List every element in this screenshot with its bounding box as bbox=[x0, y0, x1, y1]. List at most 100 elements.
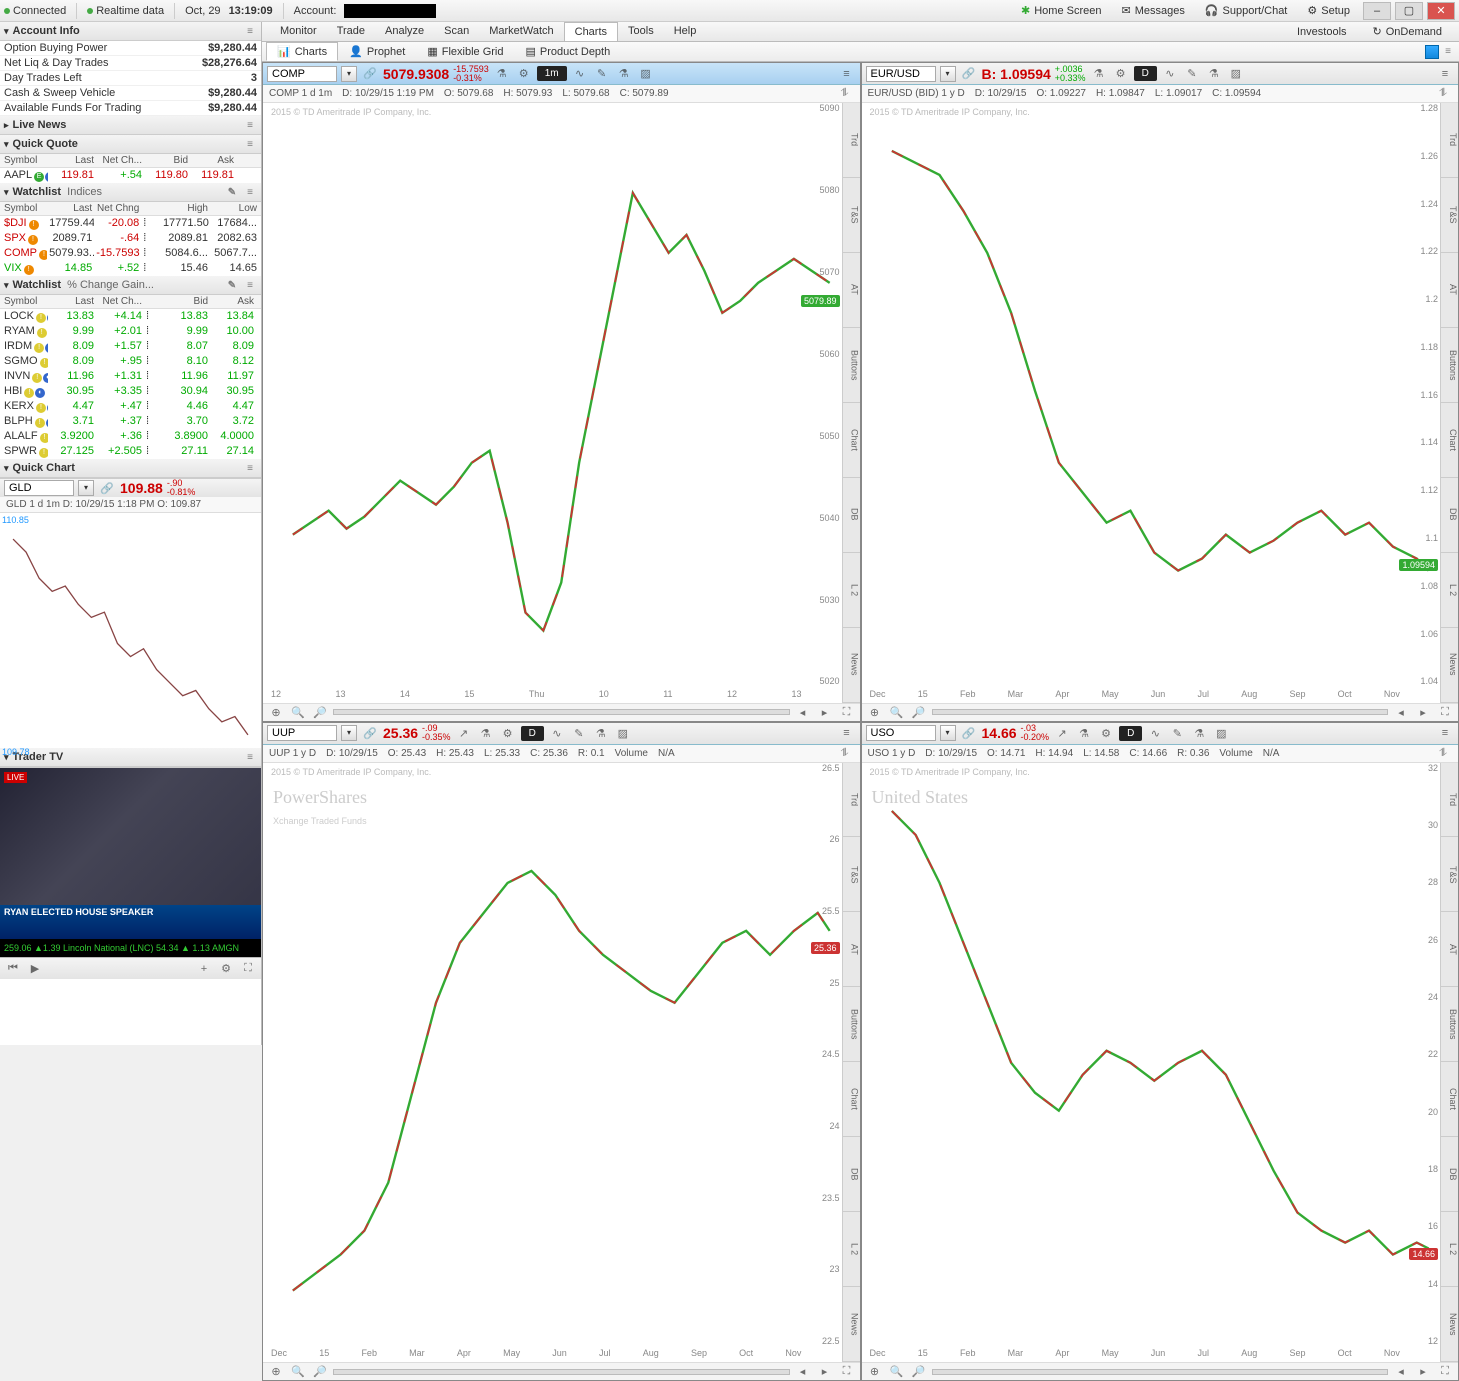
zoom-in-icon[interactable]: 🔎 bbox=[311, 1364, 329, 1380]
link-icon[interactable]: 🔗 bbox=[960, 66, 978, 82]
edit-icon[interactable]: ✎ bbox=[225, 185, 239, 199]
draw-icon[interactable]: ✎ bbox=[1183, 66, 1201, 82]
watchlist-row[interactable]: ALALF!◐ 3.9200 +.36 ⁞ 3.8900 4.0000 bbox=[0, 429, 261, 444]
collapse-icon[interactable]: ⥮ bbox=[836, 745, 854, 761]
expand-icon[interactable]: ⛶ bbox=[1436, 704, 1454, 720]
side-tab-at[interactable]: AT bbox=[1441, 912, 1458, 987]
zoom-out-icon[interactable]: 🔍 bbox=[289, 704, 307, 720]
study-icon[interactable]: ∿ bbox=[548, 725, 566, 741]
scroll-right-icon[interactable]: ▸ bbox=[816, 704, 834, 720]
menu-icon[interactable]: ≡ bbox=[243, 118, 257, 132]
scrollbar[interactable] bbox=[333, 1369, 790, 1375]
subtab-product-depth[interactable]: ▤Product Depth bbox=[515, 42, 622, 61]
link-icon[interactable]: 🔗 bbox=[98, 480, 116, 496]
menu-scan[interactable]: Scan bbox=[434, 22, 479, 41]
side-tab-chart[interactable]: Chart bbox=[843, 403, 860, 478]
watchlist-row[interactable]: SPWR!◐ 27.125 +2.505 ⁞ 27.11 27.14 bbox=[0, 444, 261, 459]
watchlist-row[interactable]: LOCK!◐ 13.83 +4.14 ⁞ 13.83 13.84 bbox=[0, 309, 261, 324]
side-tab-trd[interactable]: Trd bbox=[1441, 763, 1458, 838]
qc-symbol-input[interactable] bbox=[4, 480, 74, 496]
side-tab-news[interactable]: News bbox=[1441, 1287, 1458, 1362]
side-tab-l2[interactable]: L 2 bbox=[1441, 553, 1458, 628]
watchlist2-header[interactable]: ▾ Watchlist % Change Gain... ✎≡ bbox=[0, 276, 261, 295]
expand-icon[interactable]: ⛶ bbox=[239, 961, 257, 977]
side-tab-ts[interactable]: T&S bbox=[1441, 178, 1458, 253]
dropdown-icon[interactable]: ▾ bbox=[341, 725, 357, 741]
watchlist-row[interactable]: INVN!◐ 11.96 +1.31 ⁞ 11.96 11.97 bbox=[0, 369, 261, 384]
side-tab-db[interactable]: DB bbox=[843, 478, 860, 553]
setup-button[interactable]: ⚙Setup bbox=[1298, 1, 1359, 20]
side-tab-chart[interactable]: Chart bbox=[1441, 1062, 1458, 1137]
ondemand-button[interactable]: ↻OnDemand bbox=[1364, 22, 1451, 41]
flask-icon[interactable]: ⚗ bbox=[1090, 66, 1108, 82]
side-tab-ts[interactable]: T&S bbox=[843, 837, 860, 912]
flask-icon[interactable]: ⚗ bbox=[477, 725, 495, 741]
side-tab-at[interactable]: AT bbox=[843, 253, 860, 328]
subtab-charts[interactable]: 📊Charts bbox=[266, 42, 338, 61]
trader-tv-panel[interactable]: LIVE RYAN ELECTED HOUSE SPEAKER 259.06 ▲… bbox=[0, 767, 261, 957]
watchlist-row[interactable]: VIX! 14.85 +.52 ⁞ 15.46 14.65 bbox=[0, 261, 261, 276]
zoom-in-icon[interactable]: 🔎 bbox=[910, 1364, 928, 1380]
pattern-icon[interactable]: ▨ bbox=[1212, 725, 1230, 741]
gear-icon[interactable]: ⚙ bbox=[1097, 725, 1115, 741]
timeframe-button[interactable]: D bbox=[1119, 726, 1142, 741]
side-tab-db[interactable]: DB bbox=[1441, 1137, 1458, 1212]
menu-icon[interactable]: ≡ bbox=[1436, 725, 1454, 741]
menu-charts[interactable]: Charts bbox=[564, 22, 618, 41]
expand-icon[interactable]: ⛶ bbox=[838, 1364, 856, 1380]
share-icon[interactable]: ↗ bbox=[455, 725, 473, 741]
scroll-right-icon[interactable]: ▸ bbox=[1414, 1364, 1432, 1380]
gear-icon[interactable]: ⚙ bbox=[499, 725, 517, 741]
symbol-input[interactable] bbox=[267, 66, 337, 82]
chart-canvas[interactable]: 2015 © TD Ameritrade IP Company, Inc. 50… bbox=[263, 103, 860, 703]
gear-icon[interactable]: ⚙ bbox=[515, 66, 533, 82]
side-tab-buttons[interactable]: Buttons bbox=[843, 328, 860, 403]
watchlist1-header[interactable]: ▾ Watchlist Indices ✎≡ bbox=[0, 183, 261, 202]
menu-icon[interactable]: ≡ bbox=[243, 750, 257, 764]
side-tab-trd[interactable]: Trd bbox=[843, 763, 860, 838]
expand-icon[interactable]: ⛶ bbox=[1436, 1364, 1454, 1380]
gear-icon[interactable]: ⚙ bbox=[217, 961, 235, 977]
link-icon[interactable]: 🔗 bbox=[361, 725, 379, 741]
scroll-left-icon[interactable]: ◂ bbox=[1392, 704, 1410, 720]
pattern-icon[interactable]: ▨ bbox=[614, 725, 632, 741]
gear-icon[interactable]: ⚙ bbox=[1112, 66, 1130, 82]
zoom-in-icon[interactable]: 🔎 bbox=[910, 704, 928, 720]
watchlist-row[interactable]: SPX! 2089.71 -.64 ⁞ 2089.81 2082.63 bbox=[0, 231, 261, 246]
menu-icon[interactable]: ≡ bbox=[243, 24, 257, 38]
pattern-icon[interactable]: ▨ bbox=[637, 66, 655, 82]
side-tab-news[interactable]: News bbox=[1441, 628, 1458, 703]
prev-icon[interactable]: ⏮ bbox=[4, 961, 22, 977]
menu-monitor[interactable]: Monitor bbox=[270, 22, 327, 41]
side-tab-db[interactable]: DB bbox=[843, 1137, 860, 1212]
scroll-left-icon[interactable]: ◂ bbox=[794, 704, 812, 720]
menu-icon[interactable]: ≡ bbox=[243, 278, 257, 292]
account-info-header[interactable]: ▾ Account Info ≡ bbox=[0, 22, 261, 41]
side-tab-chart[interactable]: Chart bbox=[1441, 403, 1458, 478]
side-tab-l2[interactable]: L 2 bbox=[843, 1212, 860, 1287]
menu-tools[interactable]: Tools bbox=[618, 22, 664, 41]
add-icon[interactable]: + bbox=[195, 961, 213, 977]
crosshair-icon[interactable]: ⊕ bbox=[866, 1364, 884, 1380]
flask2-icon[interactable]: ⚗ bbox=[615, 66, 633, 82]
share-icon[interactable]: ↗ bbox=[1053, 725, 1071, 741]
zoom-in-icon[interactable]: 🔎 bbox=[311, 704, 329, 720]
flask2-icon[interactable]: ⚗ bbox=[1205, 66, 1223, 82]
chart-canvas[interactable]: 2015 © TD Ameritrade IP Company, Inc. Po… bbox=[263, 763, 860, 1363]
link-icon[interactable]: 🔗 bbox=[361, 66, 379, 82]
watchlist-row[interactable]: SGMO!◐ 8.09 +.95 ⁞ 8.10 8.12 bbox=[0, 354, 261, 369]
menu-icon[interactable]: ≡ bbox=[1441, 45, 1455, 59]
close-button[interactable]: ✕ bbox=[1427, 2, 1455, 20]
symbol-input[interactable] bbox=[866, 725, 936, 741]
side-tab-l2[interactable]: L 2 bbox=[843, 553, 860, 628]
collapse-icon[interactable]: ⥮ bbox=[836, 86, 854, 102]
watchlist-row[interactable]: HBI!◐ 30.95 +3.35 ⁞ 30.94 30.95 bbox=[0, 384, 261, 399]
messages-button[interactable]: ✉Messages bbox=[1112, 1, 1193, 20]
zoom-out-icon[interactable]: 🔍 bbox=[888, 1364, 906, 1380]
menu-trade[interactable]: Trade bbox=[327, 22, 375, 41]
edit-icon[interactable]: ✎ bbox=[225, 278, 239, 292]
symbol-input[interactable] bbox=[866, 66, 936, 82]
watchlist-row[interactable]: $DJI! 17759.44 -20.08 ⁞ 17771.50 17684..… bbox=[0, 216, 261, 231]
side-tab-news[interactable]: News bbox=[843, 1287, 860, 1362]
side-tab-ts[interactable]: T&S bbox=[843, 178, 860, 253]
